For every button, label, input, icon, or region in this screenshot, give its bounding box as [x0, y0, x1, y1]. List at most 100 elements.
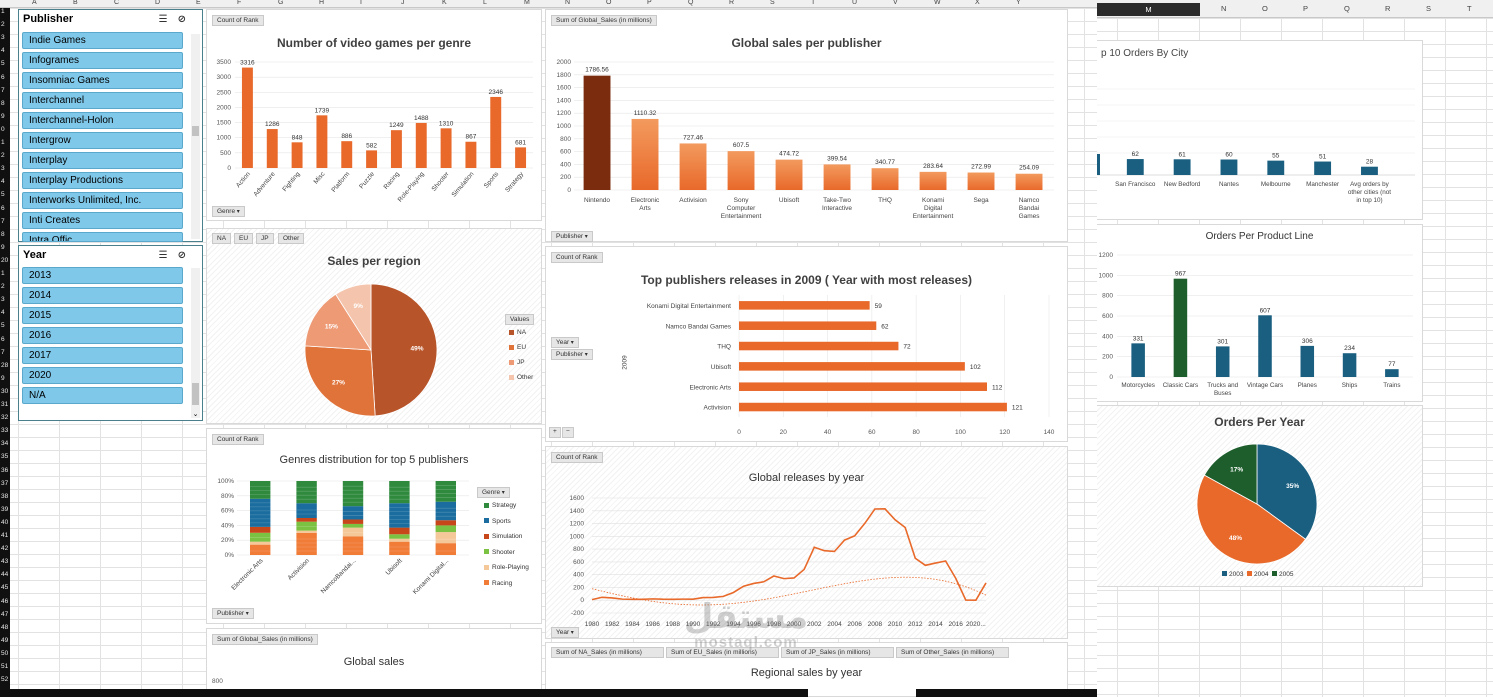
row-label[interactable]: 37: [1, 479, 9, 487]
row-label[interactable]: 48: [1, 623, 9, 631]
column-label[interactable]: O: [1262, 4, 1268, 13]
field-button-count-of-rank[interactable]: Count of Rank: [212, 434, 264, 445]
row-label[interactable]: 45: [1, 584, 9, 592]
row-label[interactable]: 39: [1, 505, 9, 513]
scroll-thumb[interactable]: [192, 126, 199, 136]
row-label[interactable]: 9: [1, 374, 5, 382]
row-label[interactable]: 35: [1, 453, 9, 461]
row-label[interactable]: 7: [1, 217, 5, 225]
genre-chart-panel[interactable]: Count of Rank Number of video games per …: [206, 9, 542, 221]
column-label[interactable]: N: [1221, 4, 1227, 13]
field-button-global-sales[interactable]: Sum of Global_Sales (in millions): [212, 634, 318, 645]
row-label[interactable]: 6: [1, 204, 5, 212]
row-label[interactable]: 4: [1, 178, 5, 186]
row-label[interactable]: 4: [1, 47, 5, 55]
field-button-regional-sales[interactable]: Sum of EU_Sales (in millions): [666, 647, 779, 658]
row-label[interactable]: 34: [1, 440, 9, 448]
field-button-regional-sales[interactable]: Sum of JP_Sales (in millions): [781, 647, 894, 658]
multi-select-icon[interactable]: ☰: [158, 250, 178, 261]
slicer-item-publisher[interactable]: Insomniac Games: [22, 72, 183, 89]
year-slicer[interactable]: Year ☰⊘ ⌄ 2013 2014 2015 2016 2017 2020 N/A: [18, 245, 203, 421]
slicer-item-publisher[interactable]: Interplay Productions: [22, 172, 183, 189]
publisher-sales-chart[interactable]: 0 200 400 600 800 1000 1200 1400 1600 1800 2000 178…: [546, 52, 1067, 237]
field-button-genre[interactable]: Genre: [477, 487, 510, 498]
column-label[interactable]: U: [852, 0, 858, 6]
field-button-regional-sales[interactable]: Sum of NA_Sales (in millions): [551, 647, 664, 658]
column-label[interactable]: M: [524, 0, 530, 6]
row-label[interactable]: 5: [1, 191, 5, 199]
row-label[interactable]: 52: [1, 676, 9, 684]
clear-filter-icon[interactable]: ⊘: [177, 250, 196, 261]
slicer-scrollbar[interactable]: [191, 34, 200, 239]
row-label[interactable]: 50: [1, 649, 9, 657]
column-label[interactable]: P: [1303, 4, 1309, 13]
column-label[interactable]: T: [811, 0, 816, 6]
row-label[interactable]: 42: [1, 545, 9, 553]
slicer-item-publisher[interactable]: Infogrames: [22, 52, 183, 69]
column-label[interactable]: Q: [1344, 4, 1350, 13]
field-button-publisher[interactable]: Publisher: [551, 231, 593, 242]
slicer-item-publisher[interactable]: Interchannel-Holon: [22, 112, 183, 129]
column-label[interactable]: P: [647, 0, 652, 6]
column-header[interactable]: A B C D E F G H I J K L M N O P Q R S T U V W X Y: [0, 0, 1493, 8]
row-label[interactable]: 2: [1, 283, 5, 291]
regional-sales-panel[interactable]: Sum of NA_Sales (in millions) Sum of EU_S…: [545, 642, 1068, 697]
row-label[interactable]: 1: [1, 8, 5, 15]
row-label[interactable]: 36: [1, 466, 9, 474]
publisher-slicer[interactable]: Publisher ☰⊘ Indie Games Infogrames Insomn…: [18, 9, 203, 242]
slicer-item-year[interactable]: N/A: [22, 387, 183, 404]
releases-2009-chart[interactable]: 0 20 40 60 80 100 120 140 59 Konami Digital Enter…: [546, 291, 1067, 441]
slicer-item-year[interactable]: 2014: [22, 287, 183, 304]
column-label[interactable]: E: [196, 0, 201, 6]
column-label[interactable]: S: [770, 0, 775, 6]
row-label[interactable]: 6: [1, 335, 5, 343]
row-label[interactable]: 43: [1, 558, 9, 566]
row-label[interactable]: 5: [1, 322, 5, 330]
global-sales-panel[interactable]: Sum of Global_Sales (in millions) Global…: [206, 628, 542, 697]
slicer-item-publisher[interactable]: Interchannel: [22, 92, 183, 109]
row-header[interactable]: 1 2 3 4 5 6 7 8 9 0 1 2 3 4 5 6 7 8 9 20 1 2 3 4 5 6 7 28 9 30 31 32 33 3…: [0, 8, 10, 697]
column-label[interactable]: N: [565, 0, 571, 6]
row-label[interactable]: 47: [1, 610, 9, 618]
slicer-item-publisher[interactable]: Inti Creates: [22, 212, 183, 229]
field-button-count-of-rank[interactable]: Count of Rank: [551, 252, 603, 263]
row-label[interactable]: 5: [1, 60, 5, 68]
column-label[interactable]: G: [278, 0, 284, 6]
column-label[interactable]: Q: [688, 0, 694, 6]
row-label[interactable]: 33: [1, 427, 9, 435]
scroll-thumb[interactable]: [192, 383, 199, 405]
field-button-regional-sales[interactable]: Sum of Other_Sales (in millions): [896, 647, 1009, 658]
field-button-region[interactable]: EU: [234, 233, 254, 244]
field-button-global-sales[interactable]: Sum of Global_Sales (in millions): [551, 15, 657, 26]
row-label[interactable]: 44: [1, 571, 9, 579]
slicer-item-publisher[interactable]: Intra Offic...: [22, 232, 183, 242]
row-label[interactable]: 38: [1, 492, 9, 500]
city-bar-chart[interactable]: 62 San Francisco 61 New Bedford 60 Nantes 55 Me…: [1097, 69, 1423, 219]
slicer-item-year[interactable]: 2015: [22, 307, 183, 324]
row-label[interactable]: 3: [1, 165, 5, 173]
genre-bar-chart[interactable]: 0 500 1000 1500 2000 2500 3000 3500 3316 Action 12…: [207, 40, 541, 215]
field-button-region[interactable]: JP: [256, 233, 274, 244]
row-label[interactable]: 40: [1, 518, 9, 526]
row-label[interactable]: 4: [1, 309, 5, 317]
row-label[interactable]: 51: [1, 663, 9, 670]
clear-filter-icon[interactable]: ⊘: [177, 14, 196, 25]
row-label[interactable]: 3: [1, 34, 5, 42]
publisher-sales-panel[interactable]: Sum of Global_Sales (in millions) Global…: [545, 9, 1068, 242]
column-label[interactable]: S: [1426, 4, 1432, 13]
field-button-count-of-rank[interactable]: Count of Rank: [551, 452, 603, 463]
column-label[interactable]: V: [893, 0, 898, 6]
field-button-genre[interactable]: Genre: [212, 206, 245, 217]
releases-2009-panel[interactable]: Count of Rank Top publishers releases in…: [545, 246, 1068, 442]
row-label[interactable]: 32: [1, 414, 9, 422]
column-label[interactable]: D: [155, 0, 161, 6]
region-pie-panel[interactable]: NA EU JP Other Sales per region 49% 27% 15% 9%…: [206, 228, 542, 424]
column-label[interactable]: K: [442, 0, 447, 6]
row-label[interactable]: 8: [1, 230, 5, 238]
column-label[interactable]: B: [73, 0, 78, 6]
column-label[interactable]: A: [32, 0, 37, 6]
column-label[interactable]: R: [729, 0, 735, 6]
field-button-publisher[interactable]: Publisher: [551, 349, 593, 360]
releases-by-year-panel[interactable]: Count of Rank Global releases by year -2…: [545, 446, 1068, 639]
column-label[interactable]: Y: [1016, 0, 1021, 6]
